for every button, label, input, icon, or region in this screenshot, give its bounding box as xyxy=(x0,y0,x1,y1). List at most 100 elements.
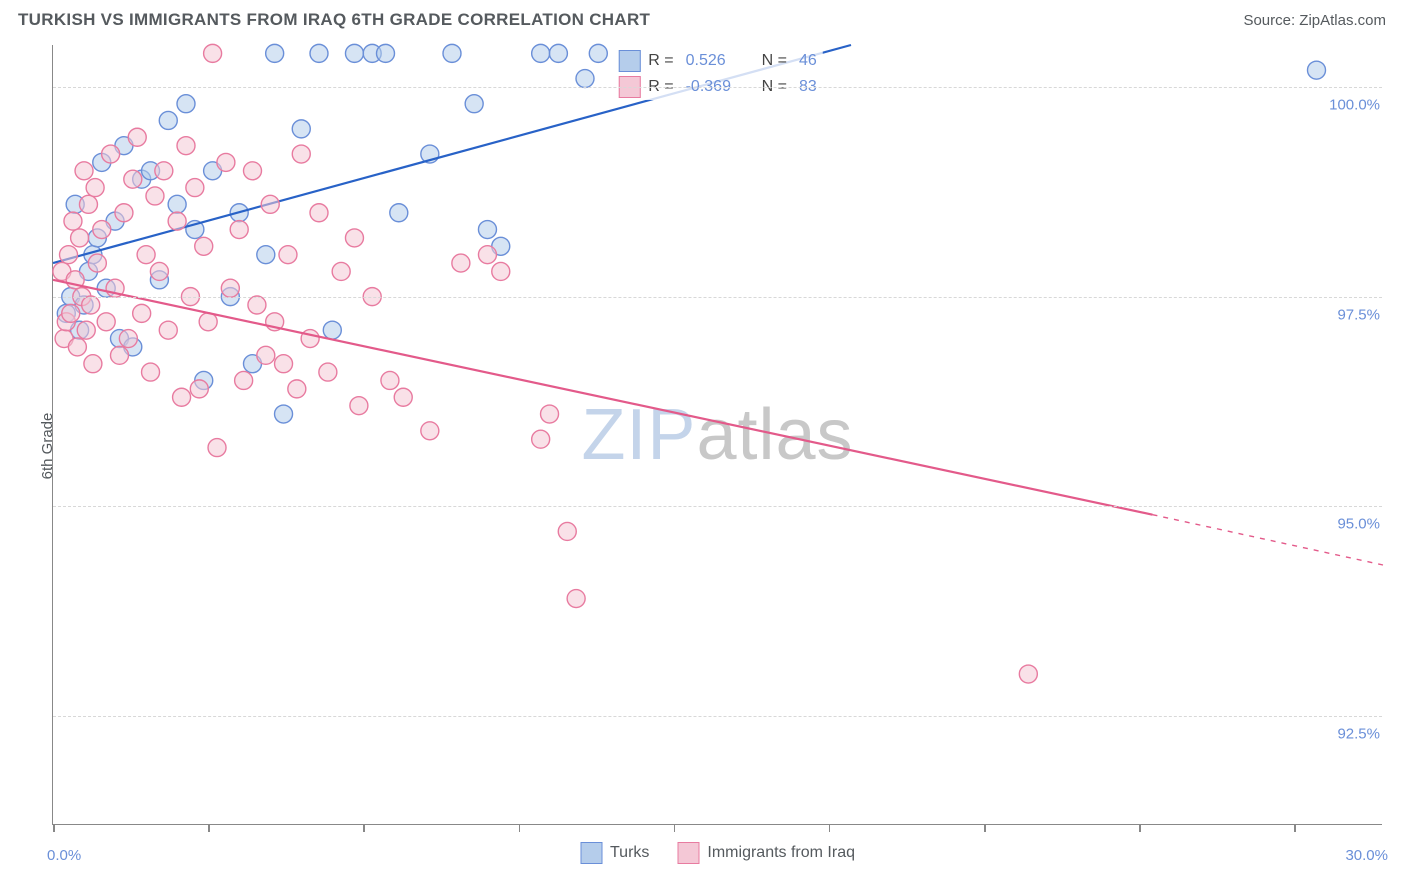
scatter-point xyxy=(155,162,173,180)
scatter-point xyxy=(159,111,177,129)
scatter-point xyxy=(159,321,177,339)
x-tick xyxy=(208,824,210,832)
scatter-point xyxy=(266,44,284,62)
scatter-point xyxy=(102,145,120,163)
scatter-point xyxy=(319,363,337,381)
scatter-point xyxy=(478,221,496,239)
scatter-point xyxy=(275,405,293,423)
scatter-point xyxy=(75,162,93,180)
gridline-h xyxy=(53,506,1382,507)
x-tick xyxy=(519,824,521,832)
y-tick-label: 97.5% xyxy=(1333,306,1384,323)
scatter-point xyxy=(60,246,78,264)
scatter-point xyxy=(567,590,585,608)
scatter-point xyxy=(394,388,412,406)
scatter-point xyxy=(177,137,195,155)
scatter-point xyxy=(465,95,483,113)
scatter-point xyxy=(128,128,146,146)
scatter-point xyxy=(478,246,496,264)
scatter-point xyxy=(1019,665,1037,683)
legend-series-label: Turks xyxy=(610,844,649,862)
legend-correlation: R =0.526N =46R =-0.369N =83 xyxy=(612,48,822,100)
scatter-point xyxy=(323,321,341,339)
scatter-point xyxy=(279,246,297,264)
scatter-point xyxy=(82,296,100,314)
scatter-point xyxy=(310,44,328,62)
scatter-point xyxy=(230,221,248,239)
scatter-point xyxy=(79,195,97,213)
scatter-point xyxy=(576,70,594,88)
legend-n-label: N = xyxy=(762,52,787,70)
scatter-point xyxy=(97,313,115,331)
scatter-point xyxy=(204,44,222,62)
scatter-point xyxy=(93,221,111,239)
scatter-svg xyxy=(53,45,1382,824)
scatter-point xyxy=(541,405,559,423)
scatter-point xyxy=(86,179,104,197)
scatter-point xyxy=(1308,61,1326,79)
legend-r-value: 0.526 xyxy=(686,52,754,70)
legend-n-value: 46 xyxy=(799,52,817,70)
scatter-point xyxy=(168,212,186,230)
scatter-point xyxy=(345,44,363,62)
x-tick xyxy=(829,824,831,832)
scatter-point xyxy=(77,321,95,339)
scatter-point xyxy=(133,304,151,322)
scatter-point xyxy=(532,430,550,448)
scatter-point xyxy=(235,371,253,389)
scatter-point xyxy=(173,388,191,406)
legend-r-label: R = xyxy=(648,52,673,70)
scatter-point xyxy=(301,330,319,348)
legend-swatch xyxy=(677,842,699,864)
scatter-point xyxy=(177,95,195,113)
legend-series-item: Turks xyxy=(580,842,649,864)
gridline-h xyxy=(53,297,1382,298)
scatter-point xyxy=(261,195,279,213)
source-label: Source: ZipAtlas.com xyxy=(1243,12,1386,29)
scatter-point xyxy=(217,153,235,171)
scatter-point xyxy=(199,313,217,331)
scatter-point xyxy=(71,229,89,247)
scatter-point xyxy=(146,187,164,205)
scatter-point xyxy=(64,212,82,230)
scatter-point xyxy=(532,44,550,62)
scatter-point xyxy=(84,355,102,373)
plot-area: ZIPatlas R =0.526N =46R =-0.369N =83 0.0… xyxy=(52,45,1382,825)
gridline-h xyxy=(53,87,1382,88)
y-tick-label: 100.0% xyxy=(1325,96,1384,113)
scatter-point xyxy=(390,204,408,222)
scatter-point xyxy=(195,237,213,255)
scatter-point xyxy=(257,246,275,264)
x-axis-min: 0.0% xyxy=(47,847,81,864)
scatter-point xyxy=(248,296,266,314)
scatter-point xyxy=(275,355,293,373)
scatter-point xyxy=(221,279,239,297)
x-tick xyxy=(984,824,986,832)
scatter-point xyxy=(142,363,160,381)
scatter-point xyxy=(62,304,80,322)
scatter-point xyxy=(190,380,208,398)
x-tick xyxy=(53,824,55,832)
x-axis-max: 30.0% xyxy=(1345,847,1388,864)
scatter-point xyxy=(208,439,226,457)
chart-title: TURKISH VS IMMIGRANTS FROM IRAQ 6TH GRAD… xyxy=(18,10,650,30)
scatter-point xyxy=(111,346,129,364)
scatter-point xyxy=(137,246,155,264)
scatter-point xyxy=(288,380,306,398)
scatter-point xyxy=(115,204,133,222)
gridline-h xyxy=(53,716,1382,717)
scatter-point xyxy=(381,371,399,389)
scatter-point xyxy=(345,229,363,247)
scatter-point xyxy=(292,145,310,163)
scatter-point xyxy=(452,254,470,272)
legend-series-item: Immigrants from Iraq xyxy=(677,842,855,864)
scatter-point xyxy=(492,262,510,280)
x-tick xyxy=(1139,824,1141,832)
scatter-point xyxy=(377,44,395,62)
scatter-point xyxy=(124,170,142,188)
legend-series-label: Immigrants from Iraq xyxy=(707,844,855,862)
scatter-point xyxy=(168,195,186,213)
scatter-point xyxy=(257,346,275,364)
scatter-point xyxy=(150,262,168,280)
legend-swatch xyxy=(618,50,640,72)
